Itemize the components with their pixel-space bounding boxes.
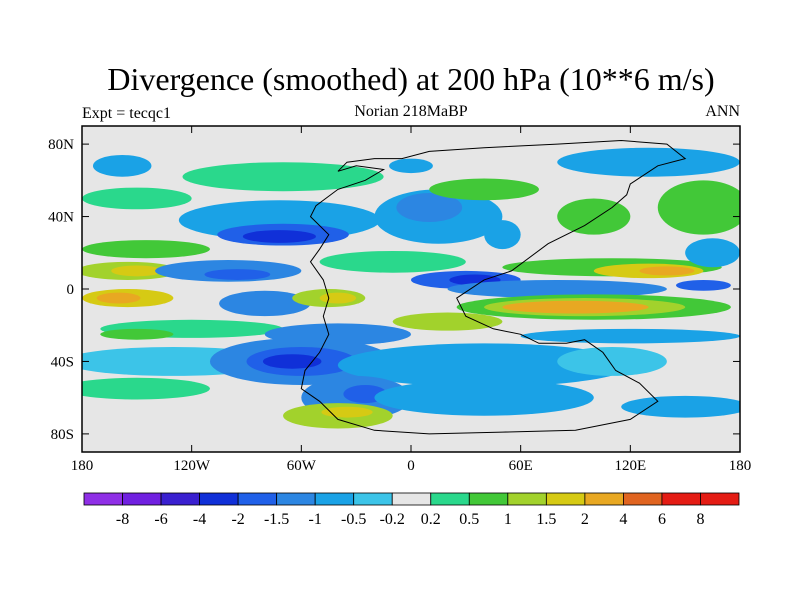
contour-field	[502, 300, 649, 314]
contour-field	[321, 406, 373, 418]
y-tick-label: 40N	[48, 210, 74, 226]
contour-field	[111, 265, 163, 277]
colorbar-label: -0.2	[380, 511, 405, 528]
contour-fields	[82, 147, 740, 429]
subtitle-center: Norian 218MaBP	[354, 103, 467, 120]
contour-field	[96, 292, 141, 304]
colorbar-label: 4	[619, 511, 627, 528]
contour-field	[182, 162, 384, 192]
contour-field	[685, 238, 740, 268]
colorbar-label: 0.2	[421, 511, 441, 528]
colorbar-box	[276, 492, 316, 506]
contour-field	[676, 279, 731, 291]
colorbar-box	[623, 492, 663, 506]
contour-field	[204, 269, 271, 280]
y-axis: 80N 40N 0 40S 80S	[48, 137, 740, 443]
contour-field	[319, 292, 357, 304]
x-tick-label: 120W	[173, 458, 211, 474]
colorbar-label: 1.5	[536, 511, 556, 528]
colorbar-box	[584, 492, 624, 506]
subtitle-left: Expt = tecqc1	[82, 105, 171, 122]
colorbar-label: 6	[658, 511, 666, 528]
x-tick-label: 60W	[287, 458, 317, 474]
colorbar-box	[160, 492, 200, 506]
colorbar-box	[661, 492, 701, 506]
colorbar-label: -2	[231, 511, 244, 528]
colorbar-label: -8	[116, 511, 129, 528]
contour-field	[100, 328, 174, 340]
contour-field	[337, 343, 631, 387]
colorbar-box	[199, 492, 239, 506]
colorbar-box	[391, 492, 432, 506]
contour-field	[392, 312, 503, 331]
colorbar-box	[83, 492, 123, 506]
plot-area	[82, 126, 740, 452]
contour-field	[82, 240, 210, 259]
subtitle-right: ANN	[705, 103, 740, 120]
colorbar-box	[430, 492, 470, 506]
x-tick-label: 0	[407, 458, 415, 474]
colorbar-box	[468, 492, 509, 506]
colorbar-label: 2	[581, 511, 589, 528]
contour-field	[484, 220, 521, 250]
contour-field	[447, 279, 667, 299]
contour-field	[374, 379, 594, 416]
colorbar-label: -4	[193, 511, 206, 528]
chart-title: Divergence (smoothed) at 200 hPa (10**6 …	[107, 61, 714, 97]
colorbar-label: -1.5	[264, 511, 289, 528]
contour-field	[429, 178, 539, 201]
contour-field	[92, 154, 152, 177]
contour-field	[389, 158, 433, 174]
colorbar-box	[314, 492, 355, 506]
contour-field	[319, 250, 466, 273]
x-tick-label: 180	[729, 458, 752, 474]
contour-field	[557, 198, 631, 235]
colorbar-box	[545, 492, 586, 506]
contour-field	[262, 354, 322, 369]
contour-field	[520, 328, 740, 344]
contour-field	[621, 395, 740, 418]
contour-field	[396, 193, 463, 222]
contour-field	[219, 290, 311, 317]
colorbar-box	[353, 492, 393, 506]
x-tick-label: 180	[71, 458, 94, 474]
colorbar: -8 -6 -4 -2 -1.5 -1 -0.5 -0.2 0.2 0.5 1 1.5 2 4 6 8	[83, 492, 740, 528]
contour-field	[82, 377, 210, 400]
x-tick-label: 60E	[509, 458, 533, 474]
colorbar-label: -0.5	[341, 511, 366, 528]
colorbar-label: 1	[504, 511, 512, 528]
colorbar-label: 8	[696, 511, 704, 528]
colorbar-box	[700, 492, 740, 506]
y-tick-label: 80N	[48, 137, 74, 153]
y-tick-label: 0	[67, 282, 75, 298]
x-axis: 180 120W 60W 0 60E 120E 180	[71, 126, 752, 474]
colorbar-label: -6	[154, 511, 167, 528]
contour-field	[242, 230, 316, 243]
coastline	[300, 139, 687, 435]
y-tick-label: 80S	[51, 427, 74, 443]
contour-field	[657, 180, 740, 235]
colorbar-box	[122, 492, 162, 506]
contour-field	[557, 346, 667, 376]
contour-field	[639, 266, 695, 276]
colorbar-label: -1	[309, 511, 322, 528]
contour-field	[82, 187, 192, 210]
colorbar-box	[237, 492, 278, 506]
colorbar-box	[507, 492, 547, 506]
x-tick-label: 120E	[614, 458, 646, 474]
y-tick-label: 40S	[51, 354, 74, 370]
colorbar-label: 0.5	[459, 511, 479, 528]
contour-field	[557, 147, 740, 177]
